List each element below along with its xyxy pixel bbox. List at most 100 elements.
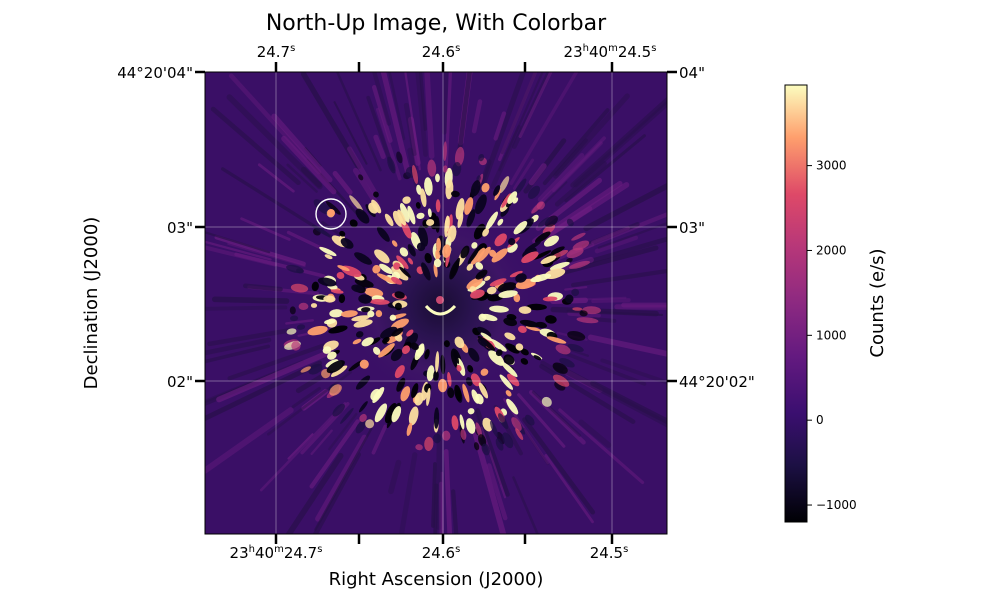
speckle: [519, 319, 539, 328]
speckle: [542, 296, 558, 302]
speckle: [437, 378, 448, 393]
speckle: [298, 302, 309, 311]
dec-tick-label-left: 02": [167, 373, 193, 391]
speckle: [493, 185, 501, 197]
speckle: [355, 208, 370, 224]
speckle: [565, 294, 574, 304]
speckle: [507, 373, 520, 387]
speckle: [329, 309, 343, 318]
speckle-streak: [600, 358, 667, 385]
speckle: [482, 228, 490, 237]
speckle: [407, 257, 414, 265]
speckle: [394, 291, 405, 299]
speckle: [286, 264, 304, 274]
speckle-streak: [564, 134, 646, 203]
speckle: [286, 328, 297, 335]
speckle: [462, 383, 470, 403]
speckle: [530, 273, 552, 283]
speckle: [352, 338, 362, 345]
speckle-streak: [518, 72, 553, 139]
speckle: [482, 417, 493, 432]
speckle: [416, 242, 426, 252]
speckle: [489, 278, 507, 287]
speckle: [466, 418, 476, 434]
speckle: [498, 413, 509, 430]
speckle: [566, 218, 574, 227]
speckle: [467, 408, 475, 415]
speckle: [489, 420, 499, 438]
speckle-streak: [433, 483, 439, 534]
speckle: [491, 248, 508, 263]
dec-tick-label-right: 03": [679, 219, 705, 237]
speckle: [399, 266, 411, 278]
speckle-streak: [271, 113, 333, 183]
plot-area: [205, 72, 667, 534]
speckle: [369, 299, 390, 305]
speckle: [408, 406, 419, 426]
speckle-streak: [471, 99, 483, 134]
speckle-streak: [512, 158, 535, 190]
speckle-streak: [347, 146, 379, 197]
speckle-streak: [554, 161, 607, 207]
speckle: [339, 230, 346, 237]
speckle: [566, 247, 584, 259]
speckle: [460, 429, 467, 440]
inner-halo: [345, 210, 535, 400]
speckle: [443, 340, 450, 348]
speckle: [507, 191, 518, 204]
speckle: [426, 219, 435, 226]
speckle: [394, 302, 402, 311]
speckle: [506, 314, 517, 321]
dec-tick-label-right: 44°20'02": [679, 373, 755, 391]
speckle-streak: [205, 337, 272, 356]
speckle: [473, 442, 480, 451]
speckle-streak: [267, 370, 353, 436]
speckle: [449, 260, 460, 280]
speckle: [424, 252, 432, 264]
speckle: [328, 325, 348, 334]
speckle: [470, 247, 485, 266]
speckle-streak: [581, 222, 640, 249]
axis-ticks: [195, 62, 677, 544]
speckle: [501, 361, 518, 378]
speckle: [468, 347, 480, 362]
speckle-streak: [585, 236, 667, 265]
speckle: [475, 393, 484, 405]
speckle-streak: [512, 476, 539, 534]
speckle: [455, 198, 465, 220]
speckle: [323, 295, 336, 303]
speckle-streak: [227, 343, 326, 381]
speckle: [396, 377, 406, 392]
speckle-streak: [234, 252, 326, 278]
speckle: [391, 318, 409, 330]
speckle: [406, 329, 414, 337]
speckle: [499, 374, 514, 390]
speckle: [359, 359, 369, 369]
speckle: [477, 246, 491, 263]
speckle-streak: [509, 72, 579, 186]
speckle-streak: [300, 166, 322, 188]
speckle-streak: [564, 285, 588, 291]
speckle: [351, 284, 364, 293]
speckle: [488, 350, 505, 366]
speckle: [296, 324, 306, 330]
speckle-streak: [205, 305, 288, 311]
speckle: [470, 373, 481, 387]
speckle: [432, 433, 442, 444]
speckle: [313, 199, 331, 215]
speckle: [358, 174, 364, 181]
speckle: [373, 346, 381, 355]
speckle: [393, 262, 401, 270]
speckle: [317, 277, 337, 287]
speckle-streak: [407, 116, 421, 166]
speckle: [552, 374, 570, 387]
speckle: [311, 281, 319, 292]
speckle: [384, 213, 394, 227]
speckle: [571, 288, 580, 297]
speckle: [380, 326, 398, 339]
speckle-streak: [380, 72, 411, 176]
speckle: [473, 223, 486, 240]
speckle-streak: [546, 182, 630, 238]
speckle: [525, 326, 541, 332]
speckle-streak: [439, 481, 444, 534]
